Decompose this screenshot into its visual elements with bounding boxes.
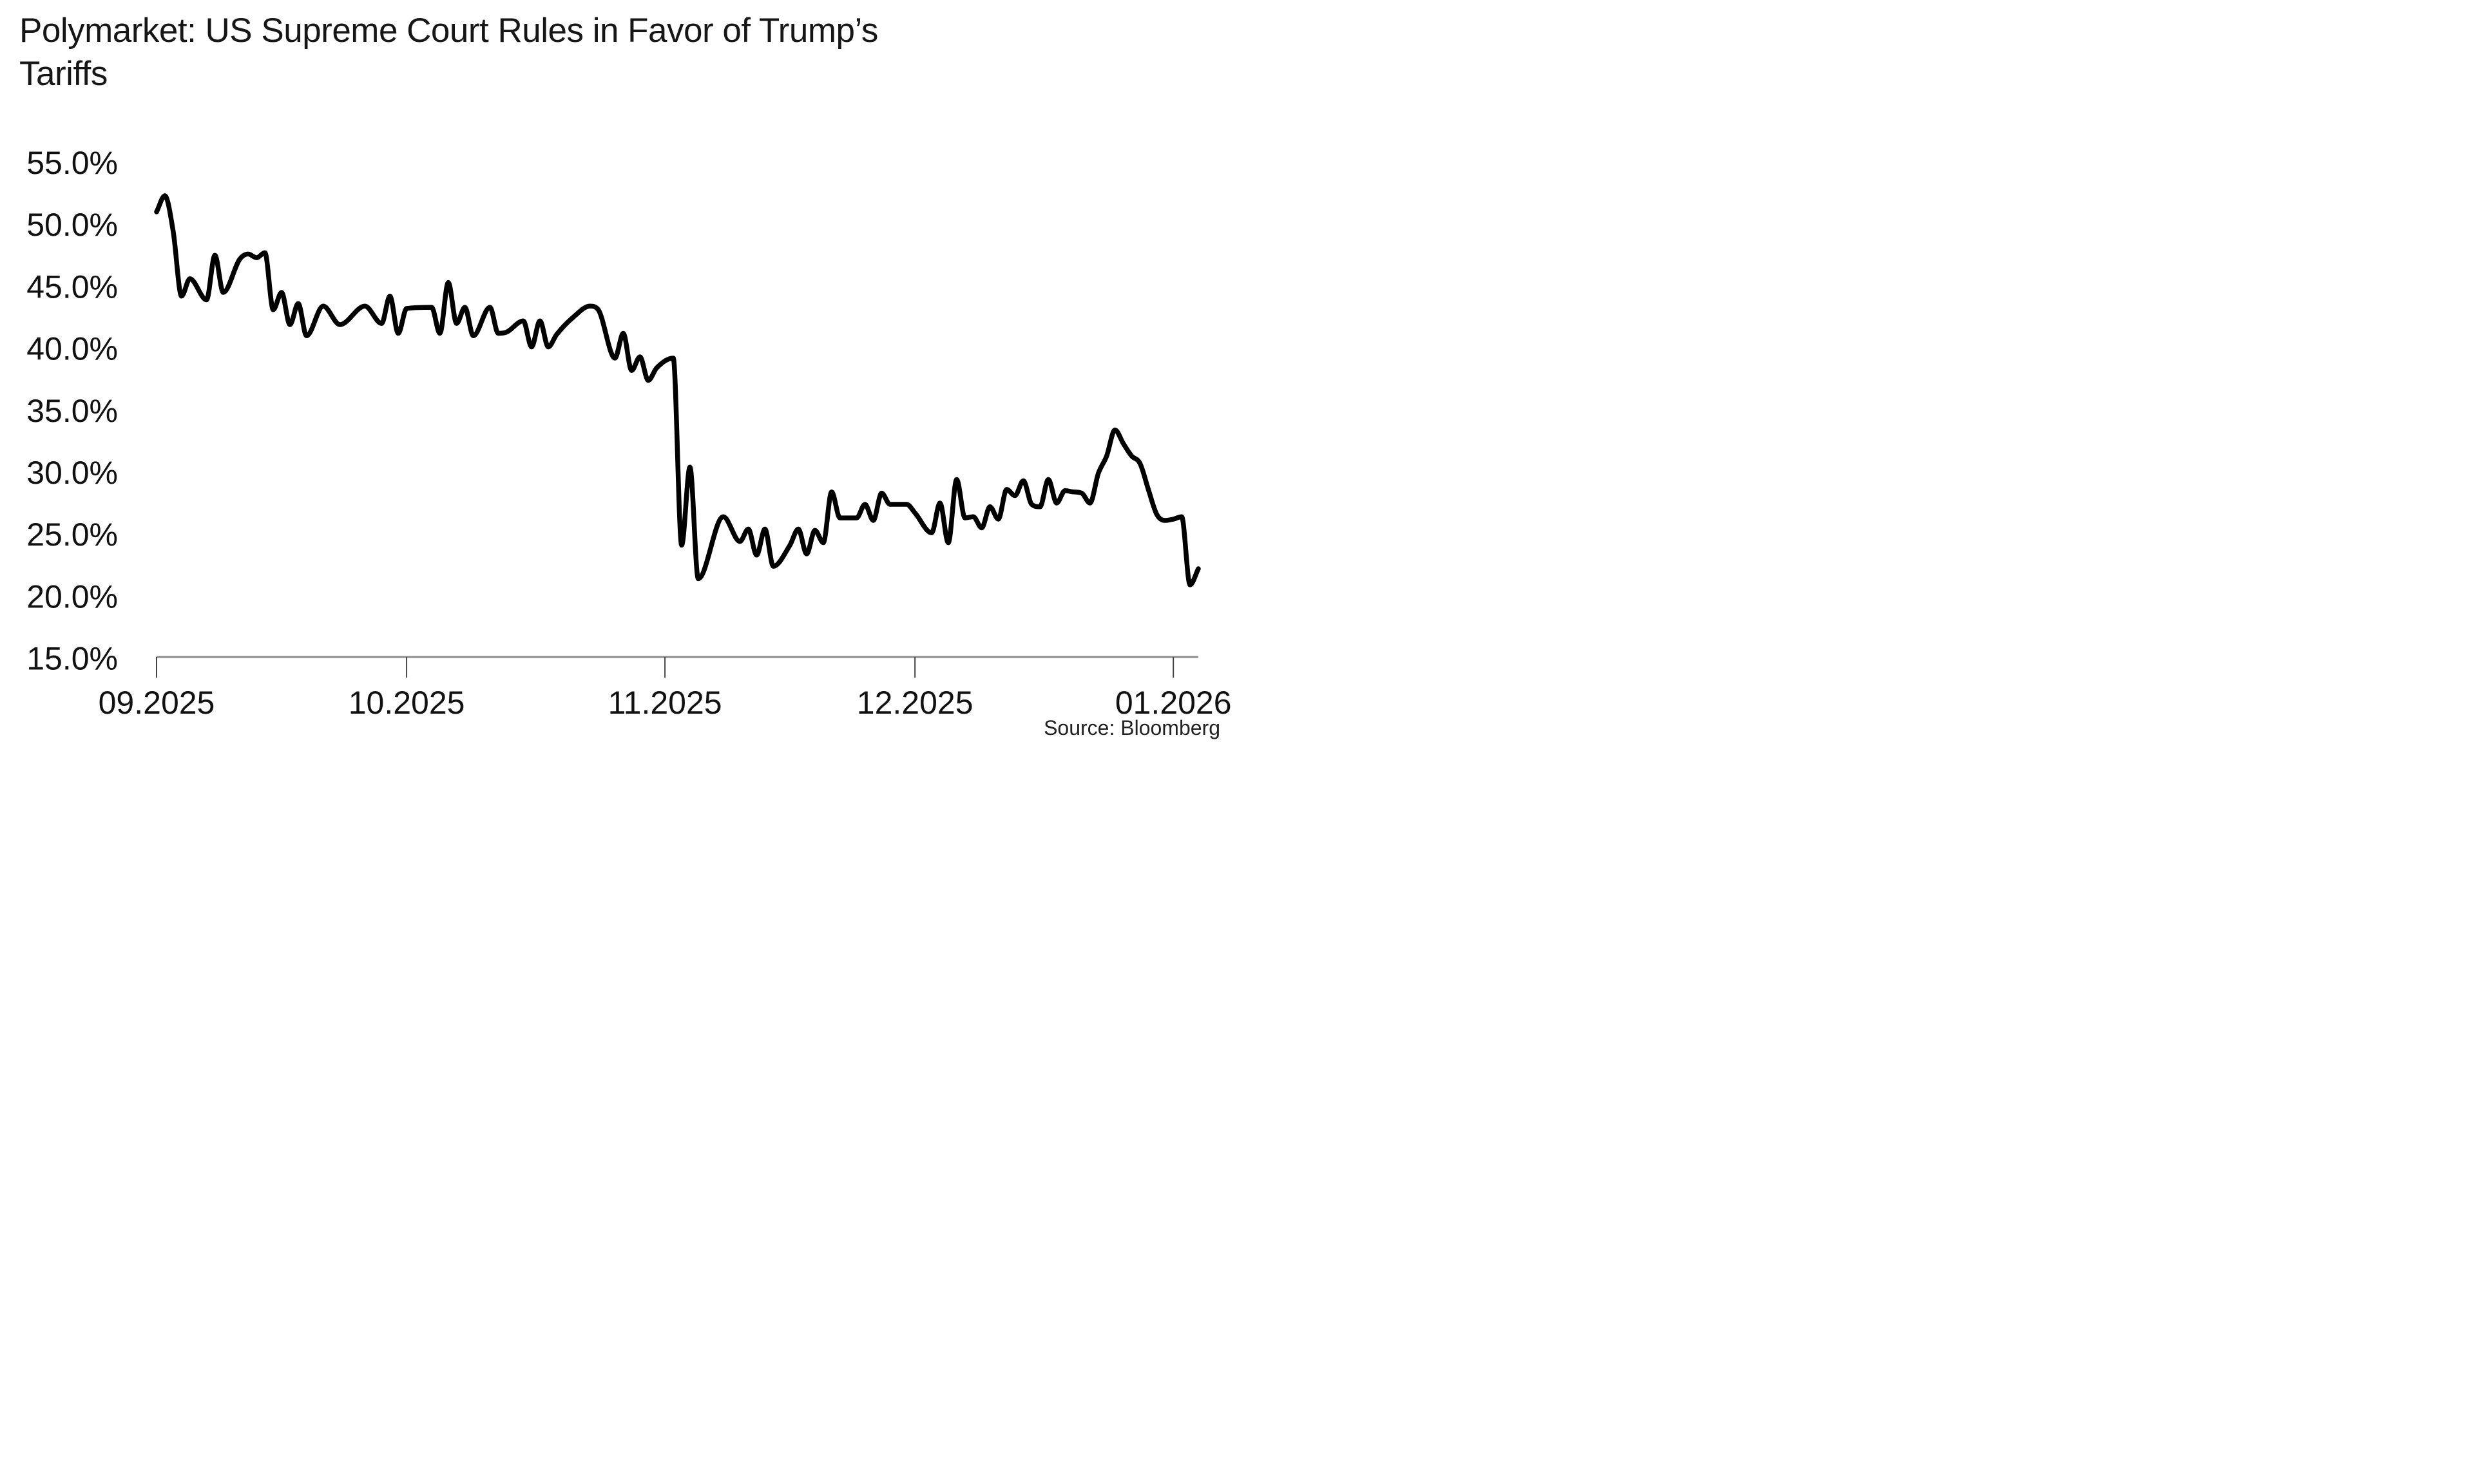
y-axis-tick-label: 45.0%	[26, 269, 118, 305]
x-axis-tick-label: 10.2025	[349, 685, 465, 721]
y-axis-tick-label: 40.0%	[26, 331, 118, 367]
y-axis-tick-label: 20.0%	[26, 578, 118, 614]
series-line	[154, 193, 1201, 587]
y-axis-tick-label: 15.0%	[26, 641, 118, 677]
y-axis-tick-label: 30.0%	[26, 455, 118, 491]
y-axis-tick-label: 35.0%	[26, 393, 118, 429]
chart-title-line-1: Polymarket: US Supreme Court Rules in Fa…	[19, 12, 878, 50]
x-axis-tick-label: 12.2025	[857, 685, 973, 721]
x-axis-tick-label: 01.2026	[1115, 685, 1232, 721]
y-axis-tick-label: 50.0%	[26, 207, 118, 243]
x-axis-tick-label: 11.2025	[608, 685, 722, 721]
chart-title-line-2: Tariffs	[19, 55, 108, 93]
y-axis-tick-label: 55.0%	[26, 145, 118, 181]
source-label: Source: Bloomberg	[1044, 716, 1220, 739]
chart-page: Polymarket: US Supreme Court Rules in Fa…	[0, 0, 1237, 742]
chart-title: Polymarket: US Supreme Court Rules in Fa…	[19, 9, 878, 95]
x-axis-tick-label: 09.2025	[99, 685, 215, 721]
y-axis-tick-label: 25.0%	[26, 517, 118, 553]
line-chart: 55.0% 50.0% 45.0% 40.0% 35.0% 30.0% 25.0% 20.0%…	[26, 145, 1232, 721]
